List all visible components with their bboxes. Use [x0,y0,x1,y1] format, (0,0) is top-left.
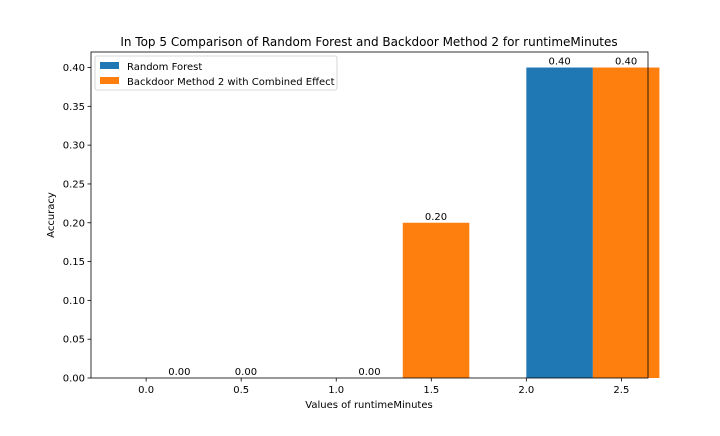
chart-title: In Top 5 Comparison of Random Forest and… [120,35,617,49]
y-tick-label: 0.00 [63,374,85,385]
y-tick-label: 0.15 [63,257,85,268]
legend-swatch [100,77,119,84]
data-label: 0.00 [235,367,257,378]
x-tick-label: 2.0 [518,385,534,396]
legend-label: Random Forest [127,62,202,73]
legend-swatch [100,62,119,69]
y-tick-label: 0.30 [63,141,85,152]
legend: Random Forest Backdoor Method 2 with Comb… [94,55,338,91]
x-tick-label: 2.5 [613,385,629,396]
bar [592,67,660,379]
x-tick-label: 1.5 [423,385,439,396]
data-label: 0.40 [548,57,570,68]
plot-frame [90,51,649,379]
x-tick-label: 0.0 [138,385,154,396]
y-tick-label: 0.10 [63,296,85,307]
x-tick-label: 1.0 [328,385,344,396]
data-label: 0.00 [358,367,380,378]
y-tick-label: 0.40 [63,63,85,74]
x-axis-label: Values of runtimeMinutes [305,400,432,411]
axes: 0.0 0.5 1.0 1.5 2.0 2.5 0.00 0.05 0.10 0.15 0.20 0.… [63,63,630,396]
data-label: 0.20 [425,212,447,223]
y-tick-label: 0.20 [63,218,85,229]
y-tick-label: 0.05 [63,335,85,346]
x-tick-label: 0.5 [233,385,249,396]
bar [526,67,593,379]
legend-label: Backdoor Method 2 with Combined Effect [127,77,335,88]
y-tick-label: 0.25 [63,179,85,190]
data-label: 0.00 [168,367,190,378]
y-tick-label: 0.35 [63,102,85,113]
bar [402,222,470,378]
data-label: 0.40 [615,57,637,68]
legend-box [94,55,338,91]
y-axis-label: Accuracy [46,192,57,238]
